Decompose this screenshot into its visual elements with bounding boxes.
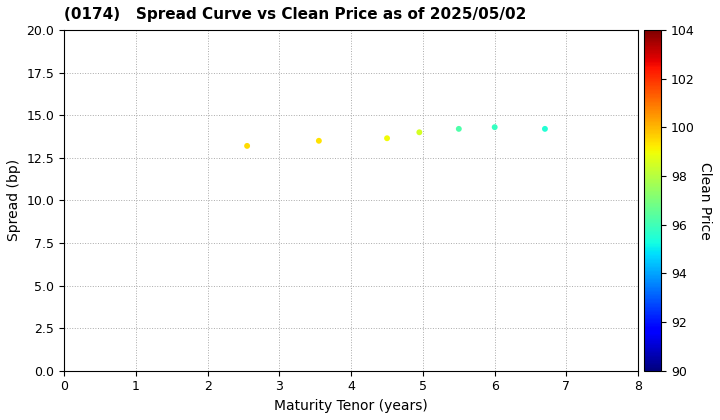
Point: [453, 126, 464, 132]
Point: [413, 129, 425, 136]
Text: (0174)   Spread Curve vs Clean Price as of 2025/05/02: (0174) Spread Curve vs Clean Price as of…: [64, 7, 526, 22]
Point: [489, 124, 500, 131]
Y-axis label: Clean Price: Clean Price: [698, 162, 711, 239]
Point: [382, 135, 393, 142]
Point: [313, 137, 325, 144]
Y-axis label: Spread (bp): Spread (bp): [7, 159, 21, 242]
Point: [539, 126, 551, 132]
Point: [241, 142, 253, 149]
X-axis label: Maturity Tenor (years): Maturity Tenor (years): [274, 399, 428, 413]
